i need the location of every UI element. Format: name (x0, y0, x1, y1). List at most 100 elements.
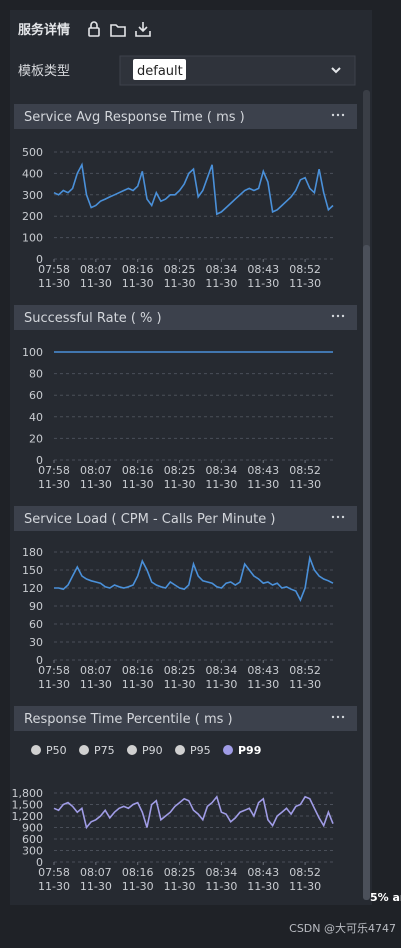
menu-dot (336, 515, 340, 519)
x-tick-label: 07:58 (38, 866, 70, 879)
scroll-thumb[interactable] (363, 245, 370, 900)
legend-dot[interactable] (79, 745, 89, 755)
legend-dot[interactable] (223, 745, 233, 755)
x-tick-label: 08:07 (80, 464, 112, 477)
x-tick-label: 08:16 (122, 866, 154, 879)
y-tick-label: 120 (22, 582, 43, 595)
x-tick-label: 08:43 (247, 866, 279, 879)
x-tick-date: 11-30 (205, 277, 237, 290)
series-line (53, 162, 334, 216)
x-tick-date: 11-30 (80, 678, 112, 691)
x-tick-date: 11-30 (38, 478, 70, 491)
y-tick-label: 90 (29, 600, 43, 613)
legend-dot[interactable] (127, 745, 137, 755)
chart-panel-header (14, 506, 357, 531)
legend-label[interactable]: P99 (238, 744, 261, 757)
x-tick-label: 08:52 (289, 464, 321, 477)
x-tick-label: 08:34 (206, 263, 238, 276)
menu-dot (341, 113, 345, 117)
x-tick-label: 08:25 (164, 866, 196, 879)
header-icons (88, 21, 151, 37)
y-tick-label: 300 (22, 189, 43, 202)
x-tick-date: 11-30 (80, 478, 112, 491)
x-tick-label: 07:58 (38, 263, 70, 276)
x-tick-date: 11-30 (38, 880, 70, 893)
x-tick-label: 08:25 (164, 664, 196, 677)
y-tick-label: 60 (29, 389, 43, 402)
folder-icon[interactable] (110, 24, 126, 37)
x-tick-date: 11-30 (289, 678, 321, 691)
legend-label[interactable]: P75 (94, 744, 115, 757)
watermark: CSDN @大可乐4747 (289, 921, 396, 935)
x-tick-date: 11-30 (80, 277, 112, 290)
menu-dot (336, 113, 340, 117)
x-tick-label: 08:43 (247, 263, 279, 276)
legend-label[interactable]: P90 (142, 744, 163, 757)
x-tick-date: 11-30 (122, 880, 154, 893)
x-tick-label: 08:43 (247, 464, 279, 477)
y-tick-label: 400 (22, 167, 43, 180)
series-line (54, 554, 334, 602)
lock-icon[interactable] (88, 21, 100, 37)
legend-dot[interactable] (31, 745, 41, 755)
y-tick-label: 300 (22, 845, 43, 858)
x-tick-date: 11-30 (289, 880, 321, 893)
x-tick-date: 11-30 (247, 678, 279, 691)
x-tick-date: 11-30 (205, 880, 237, 893)
y-tick-label: 150 (22, 564, 43, 577)
y-tick-label: 60 (29, 618, 43, 631)
legend-label[interactable]: P50 (46, 744, 67, 757)
x-tick-date: 11-30 (247, 478, 279, 491)
x-tick-label: 08:52 (289, 866, 321, 879)
x-tick-date: 11-30 (38, 678, 70, 691)
menu-dot (336, 715, 340, 719)
x-tick-label: 08:16 (122, 464, 154, 477)
y-tick-label: 40 (29, 411, 43, 424)
x-tick-label: 08:52 (289, 664, 321, 677)
chart-title: Response Time Percentile ( ms ) (24, 712, 233, 727)
y-tick-label: 600 (22, 833, 43, 846)
x-tick-date: 11-30 (122, 478, 154, 491)
chart-title: Successful Rate ( % ) (24, 311, 162, 326)
series-line (53, 795, 334, 830)
y-tick-label: 1,200 (12, 810, 44, 823)
x-tick-label: 07:58 (38, 464, 70, 477)
x-tick-date: 11-30 (164, 478, 196, 491)
y-tick-label: 180 (22, 546, 43, 559)
y-tick-label: 0 (36, 856, 43, 869)
x-tick-label: 08:52 (289, 263, 321, 276)
panel-title: 服务详情 (18, 22, 70, 38)
x-tick-date: 11-30 (164, 277, 196, 290)
menu-dot (341, 715, 345, 719)
cut-off-text: 5% an (370, 891, 401, 904)
y-tick-label: 20 (29, 432, 43, 445)
y-tick-label: 0 (36, 654, 43, 667)
x-tick-date: 11-30 (164, 678, 196, 691)
menu-dot (341, 314, 345, 318)
y-tick-label: 100 (22, 232, 43, 245)
download-icon[interactable] (135, 22, 151, 37)
x-tick-date: 11-30 (122, 277, 154, 290)
x-tick-label: 08:34 (206, 866, 238, 879)
y-tick-label: 200 (22, 210, 43, 223)
chart-panel-header (14, 305, 357, 330)
x-tick-date: 11-30 (247, 880, 279, 893)
x-tick-date: 11-30 (247, 277, 279, 290)
y-tick-label: 80 (29, 368, 43, 381)
x-tick-label: 08:25 (164, 263, 196, 276)
select-value-box (133, 59, 186, 80)
menu-dot (331, 314, 335, 318)
menu-dot (341, 515, 345, 519)
legend-dot[interactable] (175, 745, 185, 755)
y-tick-label: 1,500 (12, 799, 44, 812)
x-tick-label: 08:16 (122, 664, 154, 677)
x-tick-date: 11-30 (205, 678, 237, 691)
x-tick-label: 08:34 (206, 664, 238, 677)
x-tick-date: 11-30 (164, 880, 196, 893)
legend-label[interactable]: P95 (190, 744, 211, 757)
x-tick-date: 11-30 (205, 478, 237, 491)
x-tick-label: 08:43 (247, 664, 279, 677)
x-tick-date: 11-30 (289, 277, 321, 290)
y-tick-label: 1,800 (12, 787, 44, 800)
